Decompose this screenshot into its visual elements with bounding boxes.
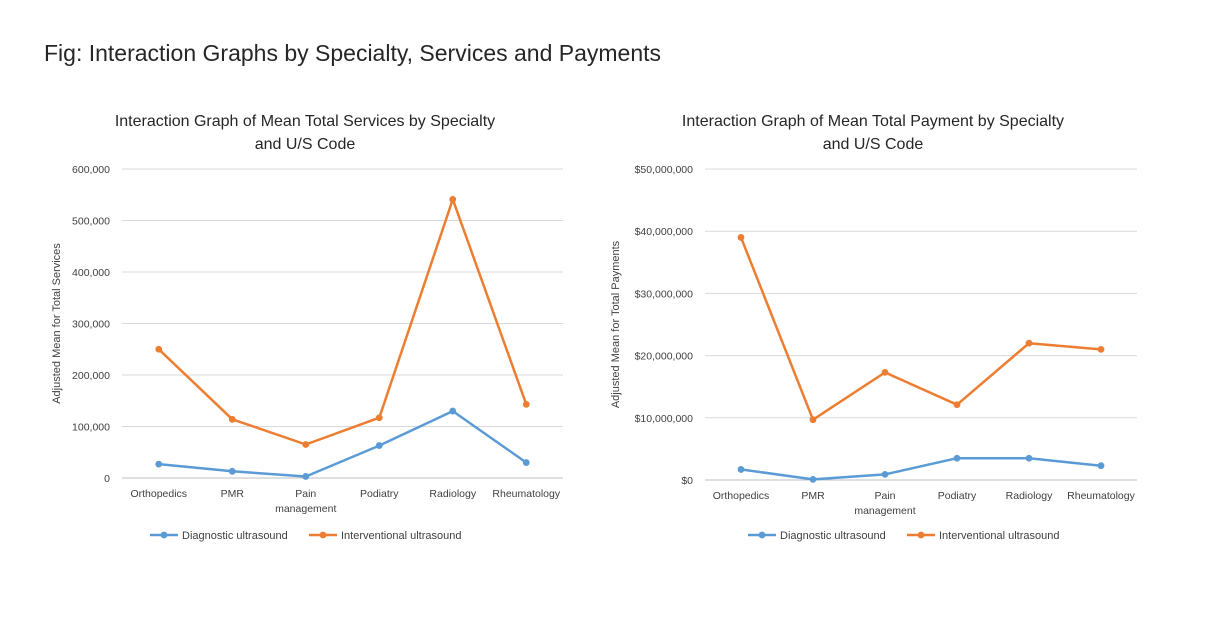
x-tick-label: Pain bbox=[874, 490, 895, 502]
y-tick-label: $20,000,000 bbox=[635, 351, 694, 363]
data-point-diagnostic bbox=[953, 454, 961, 462]
chart-title-line: and U/S Code bbox=[823, 136, 924, 153]
data-point-diagnostic bbox=[155, 460, 163, 468]
y-tick-label: 500,000 bbox=[72, 216, 110, 228]
y-tick-label: 100,000 bbox=[72, 422, 110, 434]
y-tick-label: 400,000 bbox=[72, 267, 110, 279]
x-tick-label: Radiology bbox=[429, 488, 476, 500]
x-tick-label: management bbox=[854, 505, 915, 517]
x-tick-label: management bbox=[275, 503, 336, 515]
data-point-interventional bbox=[881, 368, 889, 376]
data-point-diagnostic bbox=[809, 475, 817, 483]
x-tick-label: Orthopedics bbox=[713, 490, 770, 502]
data-point-interventional bbox=[809, 416, 817, 424]
data-point-interventional bbox=[228, 415, 236, 423]
data-point-interventional bbox=[522, 400, 530, 408]
x-tick-label: PMR bbox=[801, 490, 825, 502]
data-point-diagnostic bbox=[375, 442, 383, 449]
legend-label: Diagnostic ultrasound bbox=[780, 530, 886, 542]
y-tick-label: 0 bbox=[104, 473, 110, 485]
x-tick-label: Rheumatology bbox=[1067, 490, 1135, 502]
data-point-interventional bbox=[155, 345, 163, 353]
y-tick-label: $50,000,000 bbox=[635, 164, 694, 176]
x-tick-label: PMR bbox=[221, 488, 245, 500]
chart-title-line: Interaction Graph of Mean Total Services… bbox=[115, 113, 495, 130]
x-tick-label: Pain bbox=[295, 488, 316, 500]
legend-swatch-marker bbox=[917, 531, 925, 539]
data-point-diagnostic bbox=[449, 407, 457, 415]
data-point-interventional bbox=[737, 234, 745, 241]
series-line-interventional bbox=[157, 198, 528, 446]
data-point-diagnostic bbox=[228, 467, 236, 475]
chart-title-line: and U/S Code bbox=[255, 136, 356, 153]
y-tick-label: 300,000 bbox=[72, 319, 110, 331]
figure-title: Fig: Interaction Graphs by Specialty, Se… bbox=[44, 40, 662, 66]
y-tick-label: 600,000 bbox=[72, 164, 110, 176]
series-line-interventional bbox=[739, 236, 1103, 421]
data-point-diagnostic bbox=[1097, 462, 1105, 470]
data-point-diagnostic bbox=[737, 466, 745, 473]
x-tick-label: Radiology bbox=[1006, 490, 1053, 502]
series-line-diagnostic bbox=[739, 456, 1103, 481]
data-point-interventional bbox=[375, 414, 383, 422]
y-tick-label: $0 bbox=[681, 475, 693, 487]
x-tick-label: Orthopedics bbox=[130, 488, 187, 500]
data-point-diagnostic bbox=[881, 471, 889, 478]
data-point-interventional bbox=[302, 441, 310, 448]
data-point-diagnostic bbox=[302, 473, 310, 480]
y-tick-label: $30,000,000 bbox=[635, 288, 694, 300]
legend-label: Interventional ultrasound bbox=[939, 530, 1059, 542]
chart-title-line: Interaction Graph of Mean Total Payment … bbox=[682, 113, 1064, 130]
legend-swatch-marker bbox=[758, 531, 766, 539]
data-point-diagnostic bbox=[522, 459, 530, 466]
y-axis-label: Adjusted Mean for Total Services bbox=[51, 243, 63, 404]
chart-2: Interaction Graph of Mean Total Payment … bbox=[610, 113, 1137, 542]
legend-swatch-marker bbox=[319, 531, 327, 539]
legend-swatch-marker bbox=[160, 531, 168, 539]
legend-label: Diagnostic ultrasound bbox=[182, 530, 288, 542]
legend-label: Interventional ultrasound bbox=[341, 530, 461, 542]
data-point-diagnostic bbox=[1025, 454, 1033, 462]
data-point-interventional bbox=[449, 195, 457, 203]
data-point-interventional bbox=[1097, 345, 1105, 353]
x-tick-label: Podiatry bbox=[938, 490, 977, 502]
y-tick-label: 200,000 bbox=[72, 370, 110, 382]
y-tick-label: $40,000,000 bbox=[635, 226, 694, 238]
x-tick-label: Podiatry bbox=[360, 488, 399, 500]
y-axis-label: Adjusted Mean for Total Payments bbox=[610, 240, 622, 408]
data-point-interventional bbox=[953, 401, 961, 409]
x-tick-label: Rheumatology bbox=[492, 488, 560, 500]
y-tick-label: $10,000,000 bbox=[635, 413, 694, 425]
series-line-diagnostic bbox=[157, 409, 528, 478]
data-point-interventional bbox=[1025, 339, 1033, 347]
chart-1: Interaction Graph of Mean Total Services… bbox=[51, 113, 563, 542]
